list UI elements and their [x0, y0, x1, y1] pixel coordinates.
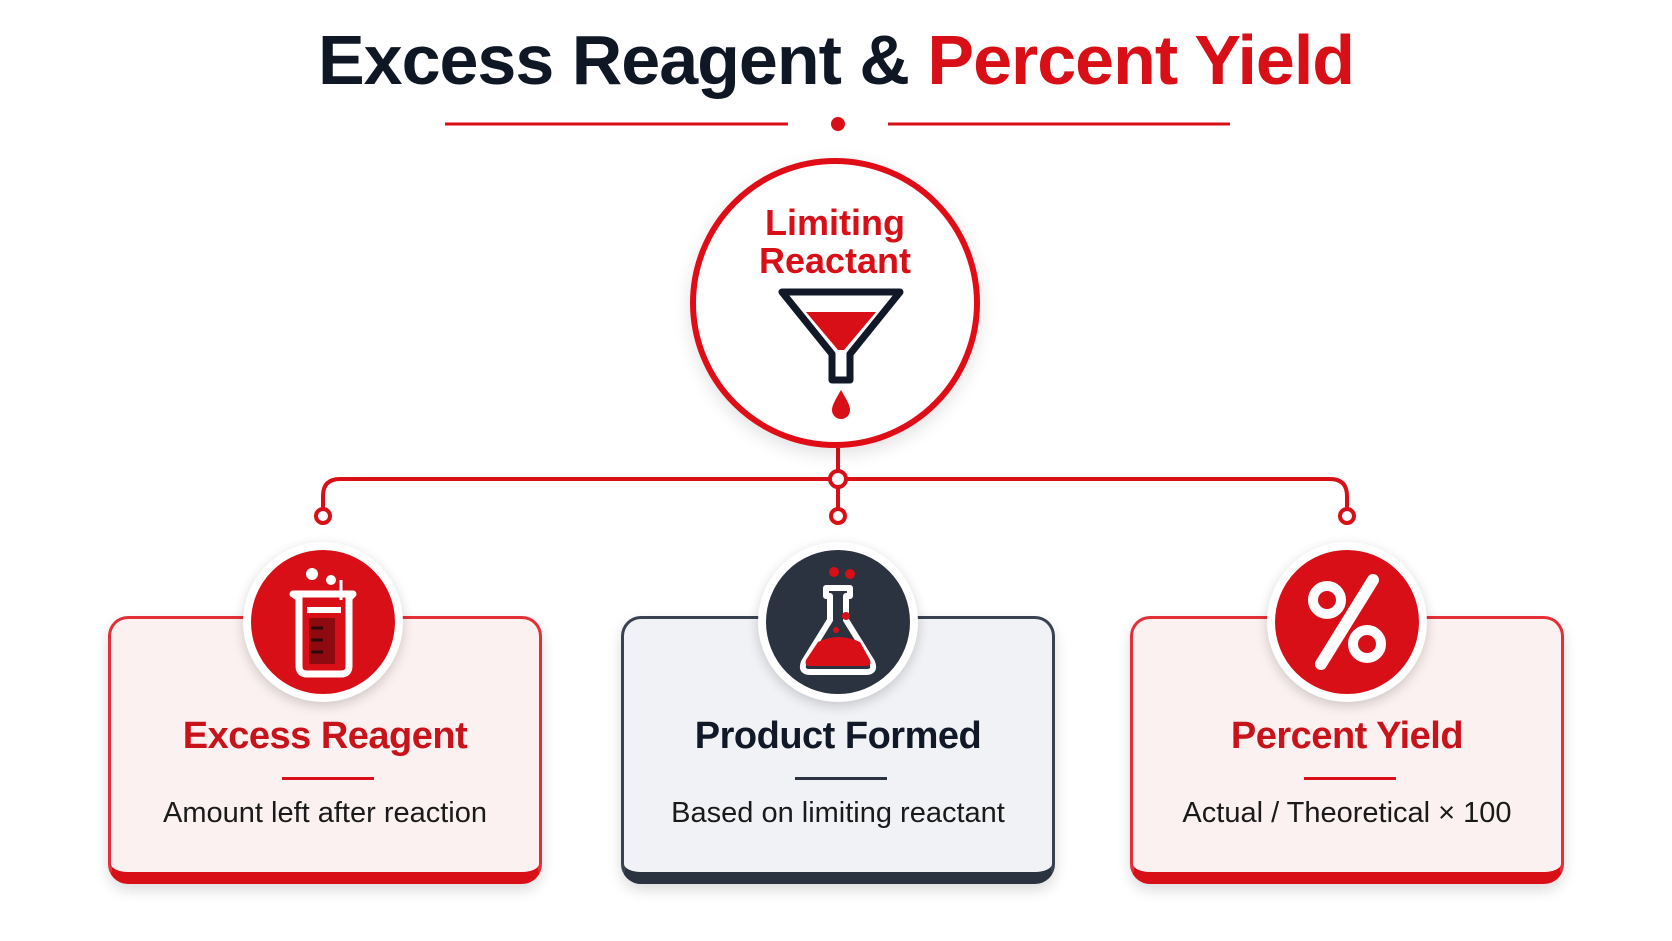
percent-icon [1308, 574, 1386, 670]
beaker-icon [289, 568, 357, 678]
excess-reagent-badge [243, 542, 403, 702]
percent-yield-badge [1267, 542, 1427, 702]
branch-node-right [1338, 507, 1356, 525]
card-description: Actual / Theoretical × 100 [1182, 797, 1512, 829]
card-description: Based on limiting reactant [671, 797, 1005, 829]
hub-label: Limiting Reactant [696, 204, 974, 280]
card-divider [1304, 777, 1396, 780]
limiting-reactant-hub: Limiting Reactant [690, 158, 980, 448]
hub-label-line-1: Limiting [765, 202, 905, 243]
hub-label-line-2: Reactant [758, 240, 912, 281]
title-part-1: Excess Reagent & [317, 21, 910, 99]
card-percent-yield: Percent Yield Actual / Theoretical × 100 [1130, 616, 1564, 884]
page-title: Excess Reagent & Percent Yield [0, 20, 1672, 100]
branch-junction-node [828, 469, 848, 489]
card-divider [795, 777, 887, 780]
card-title: Product Formed [694, 715, 982, 757]
card-title: Excess Reagent [182, 715, 468, 757]
product-formed-badge [758, 542, 918, 702]
card-excess-reagent: Excess Reagent Amount left after reactio… [108, 616, 542, 884]
title-underline-dot [831, 117, 845, 131]
branch-node-center [829, 507, 847, 525]
funnel-icon [778, 288, 904, 419]
branch-node-left [314, 507, 332, 525]
flask-icon [799, 567, 877, 675]
card-title: Percent Yield [1230, 715, 1464, 757]
title-part-2: Percent Yield [927, 21, 1355, 99]
card-divider [282, 777, 374, 780]
card-description: Amount left after reaction [163, 797, 487, 829]
